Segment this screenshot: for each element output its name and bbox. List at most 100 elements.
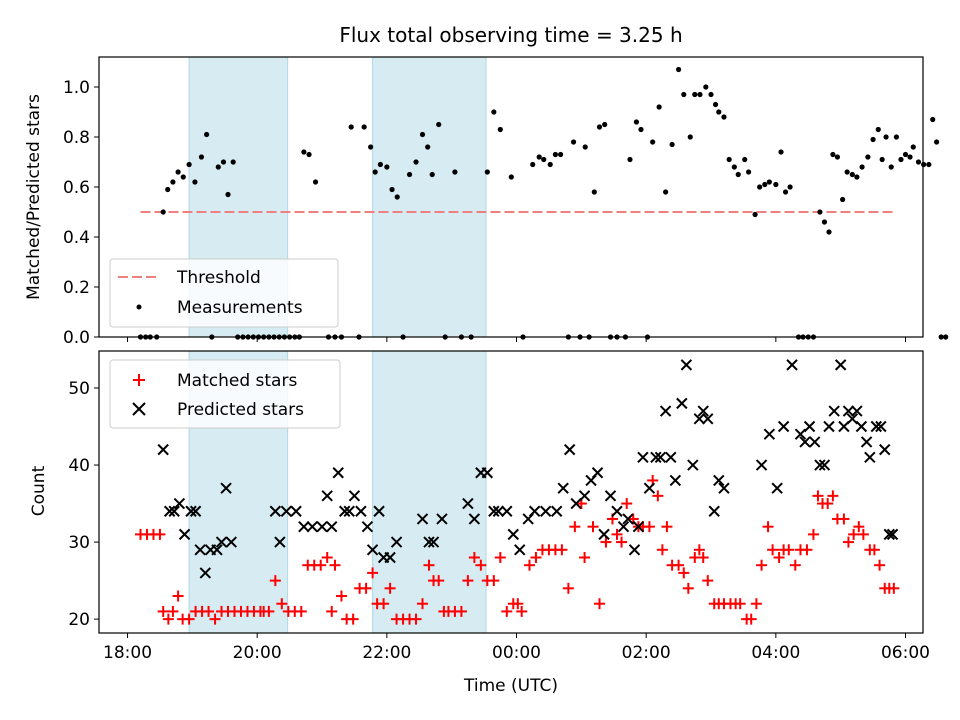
- matched-point: [367, 567, 379, 579]
- measurement-point: [557, 151, 564, 158]
- measurement-point: [926, 161, 932, 168]
- predicted-point: [290, 505, 302, 517]
- measurement-point: [752, 211, 758, 218]
- legend-threshold-label: Threshold: [176, 268, 261, 288]
- predicted-point: [343, 505, 355, 517]
- matched-point: [475, 559, 487, 571]
- bottom-axes: 20 30 40 50 18:00 20:00 22:00 00:00 02:00 04:00 06…: [68, 350, 930, 663]
- measurement-point: [306, 151, 312, 158]
- predicted-point: [348, 490, 361, 502]
- matched-point: [702, 575, 714, 587]
- predicted-point: [269, 505, 282, 517]
- top-y-tick-label: 1.0: [63, 78, 90, 98]
- matched-point: [410, 613, 422, 625]
- matched-point: [462, 575, 474, 587]
- matched-point: [874, 559, 886, 571]
- matched-point: [556, 544, 568, 556]
- predicted-point: [809, 436, 821, 448]
- matched-point: [321, 551, 333, 563]
- matched-point: [530, 551, 542, 563]
- predicted-point: [879, 443, 891, 456]
- measurement-point: [865, 154, 871, 160]
- matched-point: [773, 551, 785, 563]
- measurement-point: [186, 161, 192, 168]
- predicted-point: [481, 467, 494, 479]
- matched-point: [494, 551, 506, 563]
- predicted-point: [718, 482, 730, 494]
- measurement-point: [591, 189, 597, 195]
- predicted-point: [611, 505, 623, 517]
- measurement-point: [782, 189, 789, 195]
- predicted-point: [883, 528, 895, 541]
- predicted-point: [427, 536, 440, 548]
- predicted-point: [215, 536, 228, 548]
- predicted-point: [507, 528, 519, 541]
- predicted-point: [173, 497, 186, 510]
- measurement-point: [406, 171, 413, 178]
- predicted-point: [332, 467, 344, 479]
- matched-point: [643, 521, 655, 533]
- matched-point: [167, 605, 179, 617]
- matched-point: [269, 575, 281, 587]
- measurement-point: [536, 154, 542, 160]
- predicted-point: [886, 528, 899, 541]
- predicted-point: [818, 459, 831, 471]
- measurement-point: [491, 109, 497, 115]
- measurement-point: [910, 144, 916, 150]
- measurement-point: [826, 229, 832, 235]
- matched-point: [652, 490, 664, 502]
- matched-point: [417, 598, 429, 610]
- measurement-point: [198, 154, 205, 160]
- predicted-point: [803, 420, 816, 433]
- matched-point: [587, 521, 599, 533]
- top-y-tick-label: 0.2: [63, 278, 90, 298]
- predicted-point: [528, 505, 541, 517]
- predicted-point: [384, 551, 396, 564]
- count-points: [134, 359, 900, 625]
- predicted-point: [814, 459, 826, 471]
- measurement-point: [943, 334, 949, 340]
- predicted-point: [632, 520, 645, 533]
- measurement-point: [859, 164, 865, 170]
- measurement-point: [716, 109, 722, 115]
- measurement-point: [708, 91, 714, 98]
- bottom-x-tick-label: 06:00: [881, 643, 930, 663]
- matched-point: [656, 544, 668, 556]
- matched-point: [812, 490, 824, 502]
- measurement-point: [930, 116, 936, 123]
- matched-point: [455, 605, 467, 617]
- predicted-point: [163, 505, 176, 517]
- measurement-point: [596, 124, 603, 130]
- matched-point: [523, 559, 535, 571]
- predicted-point: [687, 459, 699, 471]
- predicted-point: [225, 536, 237, 548]
- predicted-point: [194, 544, 206, 556]
- matched-point: [183, 613, 195, 625]
- measurement-point: [735, 171, 741, 178]
- measurement-point: [204, 131, 210, 138]
- measurement-point: [854, 174, 860, 180]
- predicted-point: [702, 413, 714, 425]
- measurement-point: [762, 181, 768, 188]
- matched-point: [162, 613, 174, 625]
- predicted-point: [643, 482, 656, 494]
- measurement-point: [907, 154, 913, 160]
- matched-point: [468, 551, 480, 563]
- bottom-y-tick-label: 50: [68, 379, 90, 399]
- measurement-point: [840, 196, 846, 203]
- matched-point: [827, 490, 839, 502]
- bottom-plot-frame: [98, 350, 924, 634]
- measurement-point: [687, 134, 693, 140]
- predicted-point: [755, 459, 768, 471]
- measurement-point: [849, 171, 855, 178]
- predicted-point: [220, 482, 232, 494]
- measurement-point: [552, 151, 559, 158]
- predicted-point: [274, 536, 286, 548]
- matched-point: [838, 513, 850, 525]
- predicted-point: [697, 405, 709, 417]
- measurement-point: [419, 131, 426, 138]
- measurement-point: [766, 179, 772, 185]
- predicted-point: [468, 513, 481, 525]
- measurement-point: [712, 101, 719, 108]
